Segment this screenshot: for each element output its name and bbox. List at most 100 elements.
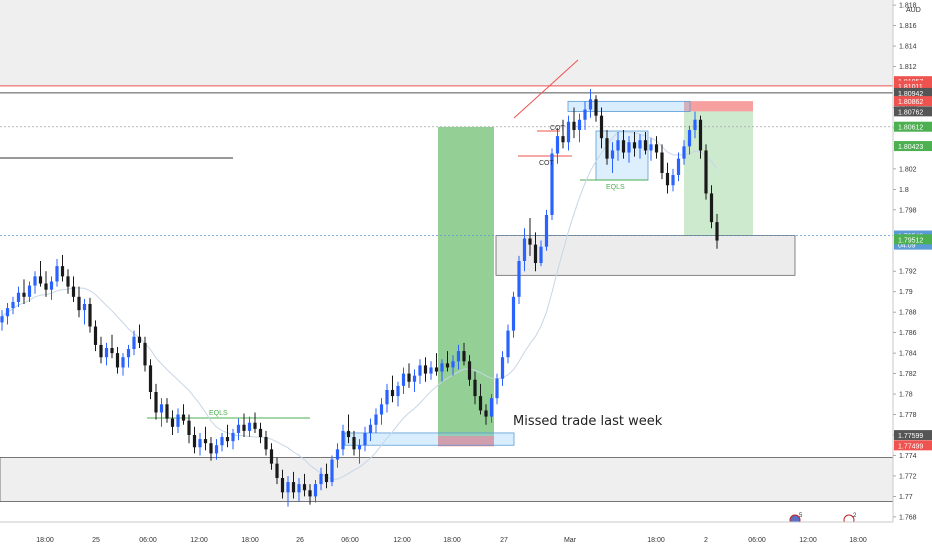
time-tick-label: 27 (500, 537, 508, 544)
candle-body (38, 276, 43, 284)
candle-body (665, 172, 670, 186)
candle-body (445, 363, 450, 368)
time-tick-label: 06:00 (341, 537, 359, 544)
event-badge-count: 2 (853, 513, 857, 519)
candle-body (77, 296, 81, 311)
candle-body (643, 140, 648, 151)
time-tick-label: 18:00 (647, 537, 665, 544)
candle-body (352, 437, 356, 450)
price-tag (894, 80, 932, 91)
candle-body (682, 146, 686, 159)
price-tick-label: 1.79 (899, 289, 913, 296)
candle-body (715, 222, 719, 241)
candle-body (11, 301, 15, 309)
price-tag-label: 1.80423 (898, 144, 923, 151)
price-tag-label: 1.77599 (898, 433, 923, 440)
event-badge-count: 5 (799, 513, 803, 519)
candle-body (176, 414, 180, 427)
eqls-label-left: EQLS (209, 410, 228, 417)
price-tag (894, 106, 932, 117)
candle-body (280, 477, 285, 493)
candle-body (27, 285, 32, 297)
currency-label: AUD (906, 7, 921, 14)
candle-body (698, 119, 703, 151)
candle-body (374, 414, 378, 425)
time-tick-label: 18:00 (241, 537, 259, 544)
candle-body (363, 432, 367, 446)
candle-body (434, 367, 439, 372)
eqls-box (595, 130, 649, 181)
candle-body (5, 308, 10, 317)
candle-body (654, 144, 659, 153)
price-tick-label: 1.784 (899, 351, 917, 358)
price-tag (894, 141, 932, 152)
candle-body (203, 439, 208, 444)
candle-body (258, 428, 263, 438)
time-tick-label: 18:00 (849, 537, 867, 544)
price-tag-label: 1.77499 (898, 443, 923, 450)
candle-body (467, 361, 472, 380)
price-tick-label: 1.814 (899, 44, 917, 51)
candle-body (165, 404, 169, 419)
candle-body (566, 121, 571, 143)
candle-body (649, 144, 653, 151)
candle-body (357, 445, 362, 450)
candle-body (49, 281, 54, 290)
price-tag (894, 440, 932, 451)
candle-body (22, 292, 26, 297)
candle-body (462, 351, 466, 362)
time-tick-label: 12:00 (799, 537, 817, 544)
candle-body (495, 378, 499, 399)
price-tick-label: 1.802 (899, 166, 917, 173)
candle-body (154, 392, 158, 413)
candle-body (55, 266, 59, 282)
candle-body (286, 482, 290, 493)
price-tag-label: 1.80762 (898, 109, 923, 116)
candle-body (93, 326, 98, 345)
candle-body (401, 373, 406, 386)
candle-body (390, 389, 395, 397)
candle-body (693, 119, 697, 130)
order-block-low (344, 432, 515, 446)
candle-body (82, 303, 87, 311)
price-tick-label: 1.772 (899, 473, 917, 480)
candle-body (110, 348, 114, 354)
price-tag-label: 1.80862 (898, 99, 923, 106)
candle-body (115, 353, 120, 368)
candle-body (423, 365, 428, 374)
price-tick-label: 1.782 (899, 371, 917, 378)
candle-body (275, 463, 279, 478)
eqls-label-right: EQLS (606, 184, 625, 191)
candle-body (704, 150, 708, 194)
moving-average-line (1, 131, 718, 480)
candle-body (533, 244, 538, 264)
price-tag (894, 234, 932, 245)
candle-body (412, 375, 417, 382)
candle-body (302, 484, 307, 491)
candle-body (121, 357, 125, 368)
candle-body (297, 484, 301, 493)
candle-body (539, 246, 543, 264)
candle-body (88, 303, 92, 327)
price-tag-label: 1.80942 (898, 91, 923, 98)
time-tick-label: 06:00 (748, 537, 766, 544)
cot-label-upper: COT (550, 125, 566, 132)
candle-body (517, 261, 521, 297)
price-tick-label: 1.818 (899, 3, 917, 10)
candle-body (555, 136, 560, 154)
candle-body (676, 158, 681, 176)
time-tick-label: 18:00 (36, 537, 54, 544)
candle-body (291, 482, 296, 493)
candle-body (489, 398, 494, 417)
price-tick-label: 1.812 (899, 64, 917, 71)
time-tick-label: 2 (704, 537, 708, 544)
candle-body (126, 349, 131, 358)
price-tick-label: 1.788 (899, 310, 917, 317)
candle-body (429, 367, 433, 374)
price-tick-label: 1.792 (899, 269, 917, 276)
candle-body (396, 385, 400, 397)
candle-body (231, 432, 235, 442)
candle-body (627, 142, 631, 153)
price-tick-label: 1.798 (899, 207, 917, 214)
